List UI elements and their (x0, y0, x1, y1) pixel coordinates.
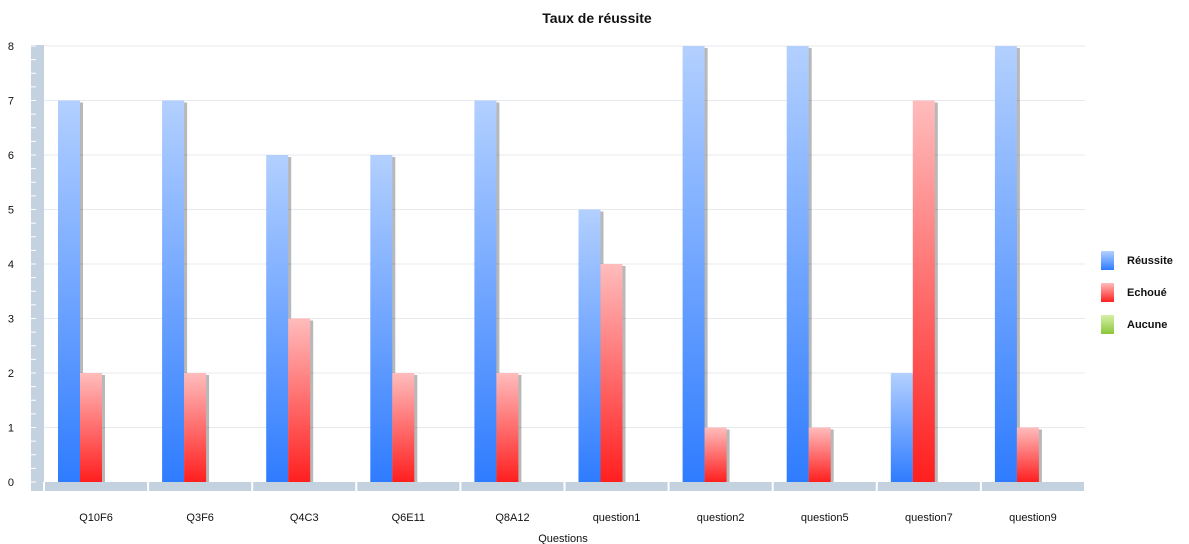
bar-echoué-q10f6[interactable] (80, 373, 102, 482)
legend: Réussite Echoué Aucune (1101, 251, 1173, 334)
y-tick-labels: 0 1 2 3 4 5 6 7 8 (8, 41, 14, 489)
x-axis-frame (31, 482, 1085, 491)
x-tick-labels: Q10F6 Q3F6 Q4C3 Q6E11 Q8A12 question1 question… (79, 512, 1057, 524)
x-tick-label: question1 (593, 512, 641, 524)
bar-réussite-question2[interactable] (682, 46, 705, 482)
y-axis-frame (31, 45, 44, 491)
legend-label: Aucune (1127, 319, 1167, 331)
x-tick-label: Q3F6 (186, 512, 214, 524)
legend-swatch-aucune (1101, 315, 1114, 334)
bar-echoué-question1[interactable] (600, 264, 623, 482)
axes (31, 45, 1086, 491)
x-axis-label: Questions (538, 533, 588, 544)
chart-title: Taux de réussite (542, 10, 652, 26)
bar-réussite-question9[interactable] (994, 46, 1017, 482)
x-tick-label: question2 (697, 512, 745, 524)
x-tick-label: Q10F6 (79, 512, 113, 524)
bar-réussite-question5[interactable] (786, 46, 809, 482)
y-tick-label: 5 (8, 205, 14, 217)
bar-echoué-question7[interactable] (912, 100, 935, 483)
bar-réussite-question1[interactable] (578, 209, 601, 483)
legend-label: Réussite (1127, 255, 1173, 267)
x-tick-label: question9 (1009, 512, 1057, 524)
bar-réussite-q8a12[interactable] (474, 100, 497, 483)
y-tick-label: 7 (8, 96, 14, 108)
bar-echoué-q8a12[interactable] (496, 373, 519, 482)
bar-echoué-q6e11[interactable] (392, 373, 415, 482)
bar-réussite-q3f6[interactable] (162, 100, 185, 483)
bar-echoué-question2[interactable] (704, 427, 727, 483)
legend-swatch-réussite (1101, 251, 1114, 270)
bar-echoué-q4c3[interactable] (288, 318, 311, 483)
x-tick-label: Q8A12 (495, 512, 529, 524)
x-tick-label: Q6E11 (392, 512, 425, 524)
y-tick-label: 2 (8, 368, 14, 380)
grid (44, 45, 1085, 428)
bar-réussite-q10f6[interactable] (58, 100, 80, 483)
bars (58, 46, 1042, 482)
legend-swatch-echoué (1101, 283, 1114, 302)
y-tick-label: 1 (8, 423, 14, 435)
bar-echoué-question5[interactable] (808, 427, 831, 483)
y-tick-label: 3 (8, 314, 14, 326)
legend-label: Echoué (1127, 287, 1167, 299)
bar-echoué-q3f6[interactable] (184, 373, 207, 482)
x-tick-label: Q4C3 (290, 512, 319, 524)
y-tick-label: 4 (8, 259, 14, 271)
y-tick-label: 6 (8, 150, 14, 162)
bar-réussite-q4c3[interactable] (266, 155, 289, 482)
x-tick-label: question5 (801, 512, 849, 524)
bar-echoué-question9[interactable] (1016, 427, 1039, 483)
y-tick-label: 0 (8, 477, 14, 489)
bar-réussite-q6e11[interactable] (370, 155, 393, 482)
bar-réussite-question7[interactable] (890, 373, 913, 482)
y-tick-label: 8 (8, 41, 14, 53)
x-tick-label: question7 (905, 512, 953, 524)
